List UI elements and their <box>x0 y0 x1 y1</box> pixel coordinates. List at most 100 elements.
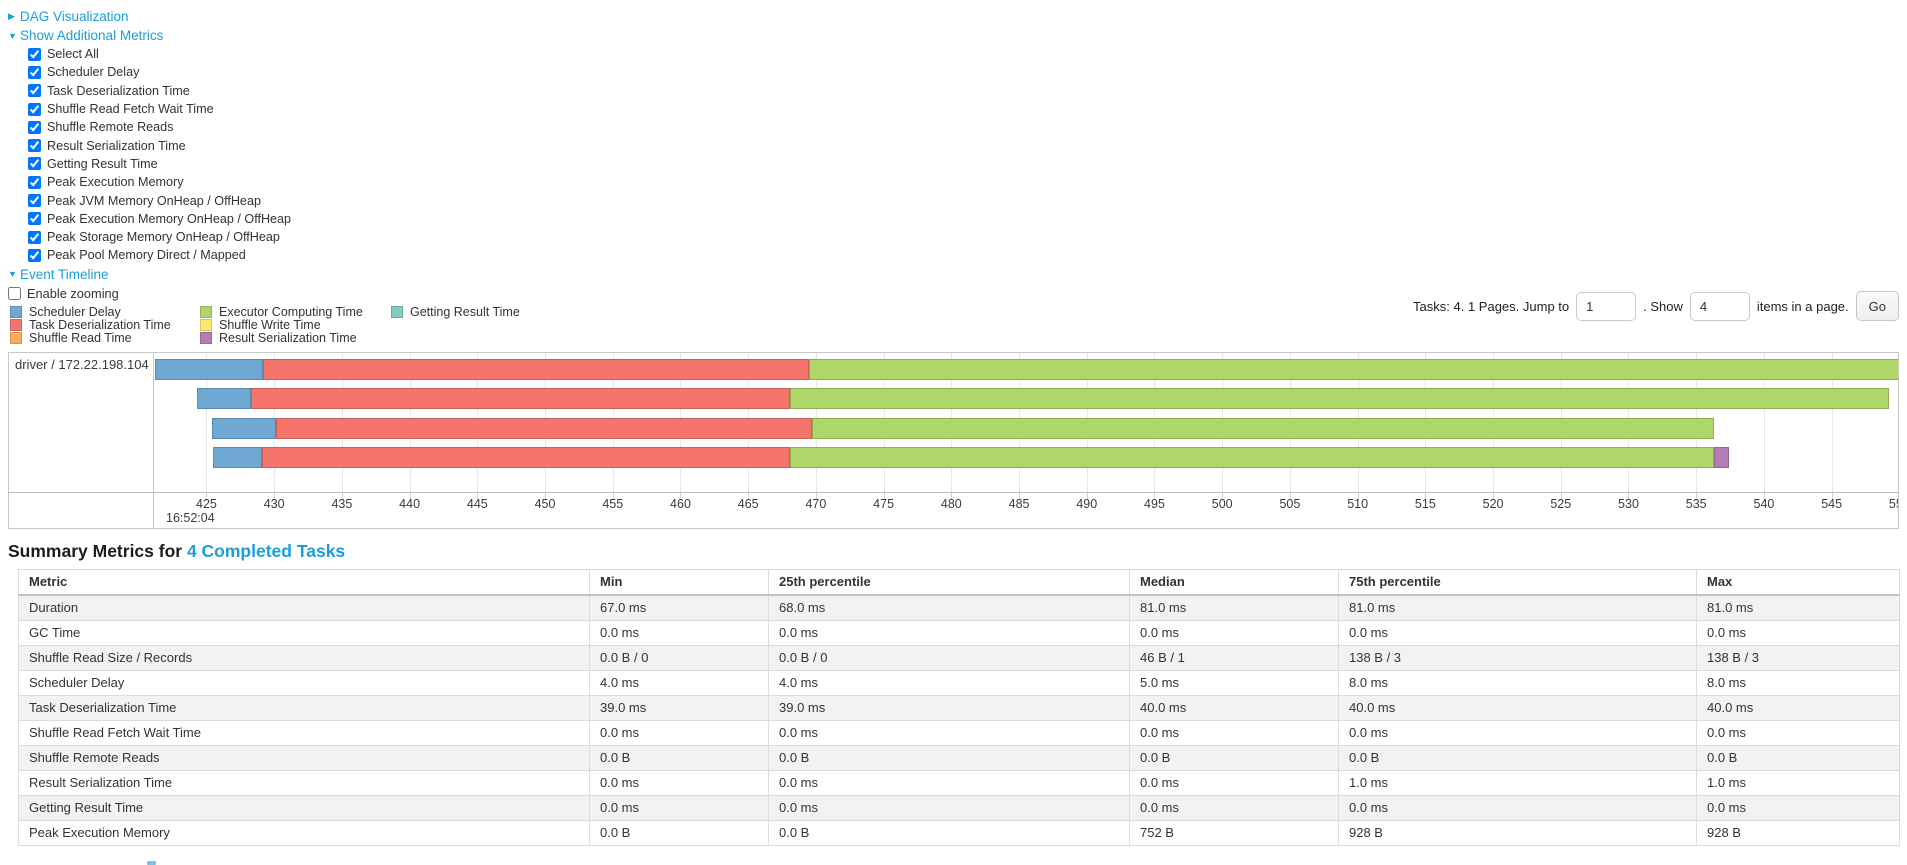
metric-value-cell: 40.0 ms <box>1696 695 1900 721</box>
axis-tick-label: 450 <box>534 497 556 511</box>
jump-to-page-input[interactable] <box>1576 291 1637 321</box>
task-deserialization-bar-segment[interactable] <box>261 447 791 468</box>
scheduler-delay-bar-segment[interactable] <box>155 359 264 380</box>
task-deserialization-bar-segment[interactable] <box>263 359 810 380</box>
axis-tick-label: 425 <box>196 497 217 511</box>
metric-value-cell: 8.0 ms <box>1696 670 1900 696</box>
metric-checkbox-row: Select All <box>28 45 291 63</box>
chevron-down-icon: ▼ <box>8 269 17 280</box>
metric-value-cell: 928 B <box>1338 820 1697 846</box>
metric-checkbox[interactable] <box>28 139 41 153</box>
metric-value-cell: 138 B / 3 <box>1696 645 1900 671</box>
shuffle-write-swatch-icon <box>200 319 212 332</box>
metric-checkbox[interactable] <box>28 157 41 171</box>
axis-tick <box>1357 493 1359 500</box>
summary-title-text: Summary Metrics for <box>8 541 187 561</box>
axis-tick <box>612 493 614 500</box>
show-additional-metrics-toggle[interactable]: ▼ Show Additional Metrics <box>8 26 291 45</box>
executor-computing-bar-segment[interactable] <box>790 447 1714 468</box>
result-serialization-bar-segment[interactable] <box>1713 447 1729 468</box>
axis-tick <box>1763 493 1765 500</box>
event-timeline-toggle[interactable]: ▼ Event Timeline <box>8 265 291 284</box>
metric-checkbox-label: Task Deserialization Time <box>47 83 190 98</box>
go-button[interactable]: Go <box>1855 291 1899 321</box>
metric-checkbox[interactable] <box>28 120 41 134</box>
metric-value-cell: 752 B <box>1129 820 1339 846</box>
chevron-down-icon: ▼ <box>8 30 17 41</box>
axis-tick-label: 455 <box>602 497 624 511</box>
task-deserialization-bar-segment[interactable] <box>251 388 791 409</box>
enable-zooming-checkbox[interactable] <box>8 286 21 300</box>
enable-zooming-label: Enable zooming <box>27 285 119 301</box>
axis-tick <box>1628 493 1630 500</box>
axis-tick-label: 495 <box>1144 497 1165 511</box>
table-header-cell: 25th percentile <box>768 569 1130 596</box>
pagination-text: . Show <box>1643 298 1683 314</box>
metric-checkbox[interactable] <box>28 47 41 61</box>
metric-checkbox[interactable] <box>28 230 41 244</box>
timeline-legend: Scheduler Delay Executor Computing Time Ge… <box>10 305 520 345</box>
metric-checkbox[interactable] <box>28 194 41 208</box>
metric-checkbox[interactable] <box>28 212 41 226</box>
completed-tasks-link[interactable]: 4 Completed Tasks <box>186 541 346 561</box>
axis-tick <box>274 493 276 500</box>
task-deserialization-bar-segment[interactable] <box>275 418 812 439</box>
metric-value-cell: 1.0 ms <box>1338 770 1697 796</box>
scheduler-delay-bar-segment[interactable] <box>196 388 252 409</box>
metric-value-cell: 0.0 ms <box>768 770 1130 796</box>
metric-checkbox[interactable] <box>28 84 41 98</box>
metric-checkbox[interactable] <box>28 175 41 189</box>
table-row: Shuffle Read Size / Records 0.0 B / 0 0.0 … <box>18 645 1900 671</box>
metric-name-cell: Shuffle Remote Reads <box>18 745 590 771</box>
legend-item: Shuffle Read Time <box>10 331 200 345</box>
metric-name-cell: Task Deserialization Time <box>18 695 590 721</box>
metric-value-cell: 40.0 ms <box>1129 695 1339 721</box>
metric-value-cell: 0.0 ms <box>1129 795 1339 821</box>
legend-item: Scheduler Delay <box>10 304 200 319</box>
metric-checkbox[interactable] <box>28 65 41 79</box>
metric-value-cell: 0.0 ms <box>1338 795 1697 821</box>
executor-computing-bar-segment[interactable] <box>809 359 1898 380</box>
metric-checkbox[interactable] <box>28 102 41 116</box>
legend-label: Scheduler Delay <box>29 304 121 319</box>
table-row: GC Time 0.0 ms 0.0 ms 0.0 ms 0.0 ms 0.0 ms <box>18 620 1900 646</box>
metric-value-cell: 0.0 ms <box>768 620 1130 646</box>
table-row: Task Deserialization Time 39.0 ms 39.0 ms 4… <box>18 695 1900 721</box>
table-row: Result Serialization Time 0.0 ms 0.0 ms 0.0… <box>18 770 1900 796</box>
executor-computing-bar-segment[interactable] <box>811 418 1714 439</box>
table-row: Duration 67.0 ms 68.0 ms 81.0 ms 81.0 ms 81.0… <box>18 594 1900 621</box>
metric-checkbox[interactable] <box>28 248 41 262</box>
metric-value-cell: 0.0 ms <box>589 770 769 796</box>
axis-tick-label: 540 <box>1753 497 1775 511</box>
pagination-text: Tasks: 4. 1 Pages. Jump to <box>1413 298 1570 314</box>
axis-tick <box>477 493 479 500</box>
axis-tick-label: 465 <box>737 497 759 511</box>
chevron-right-icon: ▶ <box>8 11 15 21</box>
scheduler-delay-bar-segment[interactable] <box>211 418 276 439</box>
event-timeline-label: Event Timeline <box>20 266 109 282</box>
axis-tick-label: 505 <box>1279 497 1301 511</box>
metric-checkbox-row: Peak Pool Memory Direct / Mapped <box>28 246 291 264</box>
dag-visualization-toggle[interactable]: ▶ DAG Visualization <box>8 7 291 26</box>
metric-value-cell: 0.0 ms <box>1129 620 1339 646</box>
items-per-page-input[interactable] <box>1689 291 1750 321</box>
legend-label: Executor Computing Time <box>219 304 363 319</box>
metric-value-cell: 68.0 ms <box>768 594 1130 621</box>
metric-value-cell: 0.0 ms <box>768 720 1130 746</box>
legend-label: Getting Result Time <box>410 304 520 319</box>
legend-label: Task Deserialization Time <box>29 318 171 333</box>
metric-checkbox-label: Getting Result Time <box>47 156 158 171</box>
metric-value-cell: 0.0 B <box>768 820 1130 846</box>
metric-value-cell: 0.0 B <box>589 745 769 771</box>
axis-tick <box>883 493 885 500</box>
axis-tick <box>1696 493 1698 500</box>
scheduler-delay-bar-segment[interactable] <box>213 447 262 468</box>
result-serialization-swatch-icon <box>200 332 212 345</box>
metric-value-cell: 81.0 ms <box>1696 594 1900 621</box>
axis-tick <box>1019 493 1021 500</box>
metric-value-cell: 8.0 ms <box>1338 670 1697 696</box>
metric-checkbox-label: Shuffle Remote Reads <box>47 120 174 135</box>
timeline-gridline <box>206 353 208 493</box>
executor-computing-bar-segment[interactable] <box>790 388 1889 409</box>
metric-name-cell: Duration <box>18 594 590 621</box>
